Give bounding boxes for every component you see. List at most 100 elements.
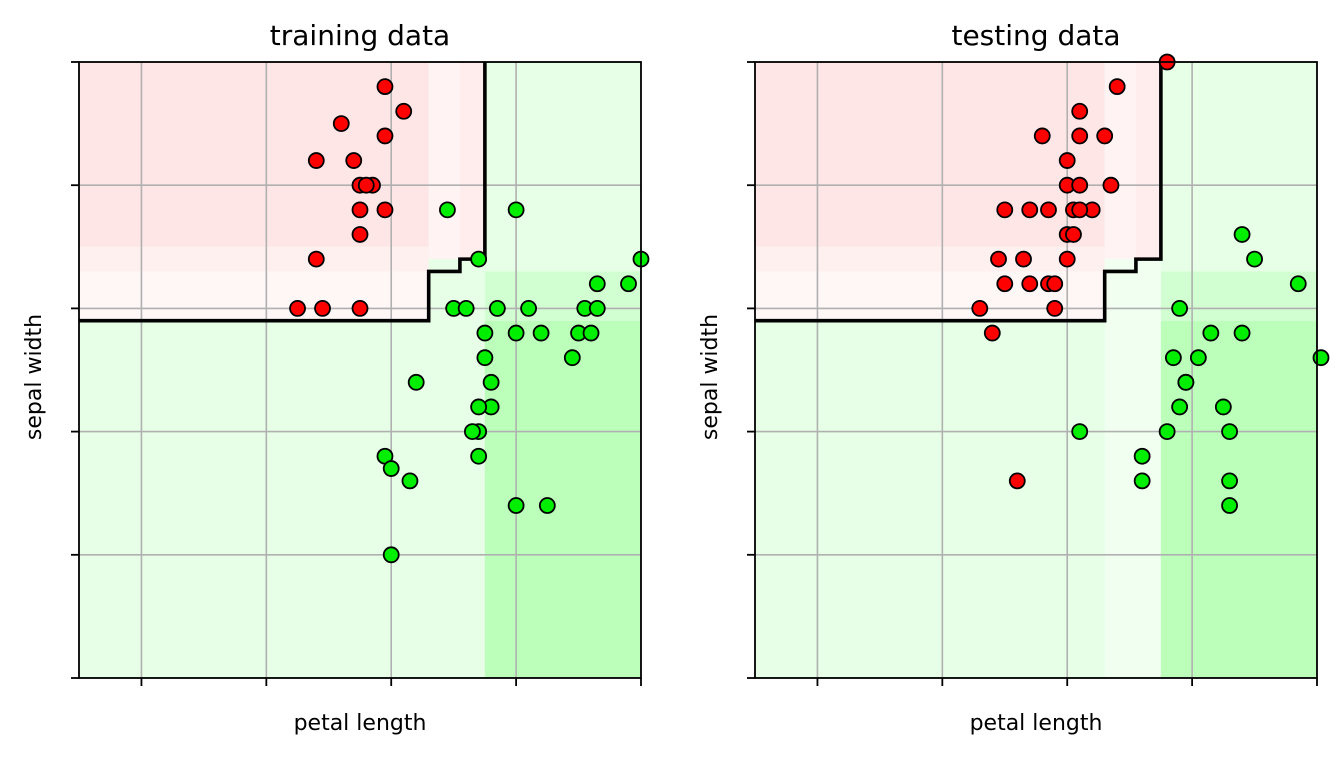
point-green — [1221, 472, 1238, 490]
region-green-light-top — [484, 62, 641, 272]
point-red — [307, 152, 325, 169]
point-red — [983, 324, 1001, 342]
point-green — [620, 275, 637, 293]
point-red — [307, 250, 325, 268]
y-axis-label: sepal width — [22, 314, 47, 440]
plot-area — [79, 62, 641, 678]
point-green — [1177, 373, 1195, 391]
axes-frame — [754, 61, 1318, 679]
point-red — [376, 78, 394, 96]
point-red — [351, 226, 369, 243]
point-green — [1164, 349, 1182, 367]
axes-frame — [78, 61, 642, 679]
region-red-palest — [79, 271, 429, 321]
point-red — [1040, 201, 1057, 219]
point-red — [289, 299, 306, 317]
point-green — [1289, 275, 1307, 293]
point-red — [1071, 127, 1089, 145]
point-green — [588, 275, 606, 293]
point-red — [357, 176, 375, 194]
point-green — [1171, 398, 1189, 416]
point-red — [1058, 250, 1076, 268]
point-green — [382, 460, 400, 477]
point-green — [1233, 324, 1251, 342]
point-red — [971, 299, 989, 317]
point-red — [996, 275, 1014, 293]
point-green — [1233, 226, 1251, 243]
point-red — [332, 115, 350, 132]
point-green — [532, 324, 550, 342]
point-green — [1202, 324, 1220, 342]
x-axis-label: petal length — [970, 711, 1103, 736]
point-green — [1133, 447, 1151, 465]
testing-panel: testing data petal length sepal width — [698, 19, 1330, 736]
point-red — [376, 127, 394, 145]
region-red-light — [755, 62, 1105, 247]
point-green — [470, 447, 488, 465]
point-red — [351, 299, 369, 317]
point-red — [1008, 472, 1026, 490]
chart-title: testing data — [951, 19, 1120, 52]
point-red — [1071, 102, 1089, 120]
point-green — [407, 373, 425, 391]
point-green — [1221, 497, 1238, 514]
scatter-points — [289, 78, 650, 564]
point-red — [314, 299, 331, 317]
point-red — [1071, 176, 1089, 194]
point-red — [351, 201, 369, 219]
scatter-points — [971, 53, 1330, 514]
point-green — [382, 546, 400, 564]
point-green — [507, 201, 525, 219]
region-red-faint — [755, 246, 1105, 272]
point-red — [1058, 152, 1076, 169]
point-green — [507, 324, 525, 342]
point-green — [401, 472, 419, 490]
point-green — [1221, 423, 1238, 441]
point-red — [990, 250, 1007, 268]
point-red — [1102, 176, 1120, 194]
point-green — [588, 299, 606, 317]
training-panel: training data petal length sepal width — [22, 19, 650, 736]
point-green — [582, 324, 600, 342]
point-red — [1071, 201, 1089, 219]
point-red — [1046, 275, 1064, 293]
point-green — [520, 299, 537, 317]
point-green — [1171, 299, 1189, 317]
x-axis-label: petal length — [294, 711, 427, 736]
point-red — [1021, 201, 1039, 219]
point-red — [1046, 299, 1064, 317]
point-red — [1065, 226, 1082, 243]
point-green — [470, 250, 488, 268]
region-green-light-left — [1104, 259, 1161, 678]
point-green — [463, 423, 481, 441]
region-green-dark — [484, 320, 641, 678]
point-green — [1312, 349, 1330, 367]
point-red — [1015, 250, 1032, 268]
point-green — [439, 201, 456, 219]
region-red-mid-2 — [1135, 62, 1161, 260]
region-red-mid-2 — [459, 62, 485, 260]
point-red — [1096, 127, 1114, 145]
point-green — [1071, 423, 1089, 441]
region-red-mid-1 — [428, 62, 460, 260]
point-green — [1158, 423, 1176, 441]
point-red — [1033, 127, 1051, 145]
region-green-med — [484, 271, 641, 321]
point-green — [476, 324, 494, 342]
point-green — [507, 497, 525, 514]
region-red-mid-1 — [1104, 62, 1136, 260]
point-red — [1108, 78, 1126, 96]
point-green — [488, 299, 506, 317]
point-green — [457, 299, 475, 317]
point-green — [538, 497, 556, 514]
point-green — [476, 349, 494, 367]
point-green — [1189, 349, 1207, 367]
point-red — [1021, 275, 1039, 293]
point-red — [376, 201, 394, 219]
point-red — [996, 201, 1014, 219]
point-red — [345, 152, 363, 169]
y-axis-label: sepal width — [698, 314, 723, 440]
point-green — [1133, 472, 1151, 490]
point-red — [395, 102, 413, 120]
